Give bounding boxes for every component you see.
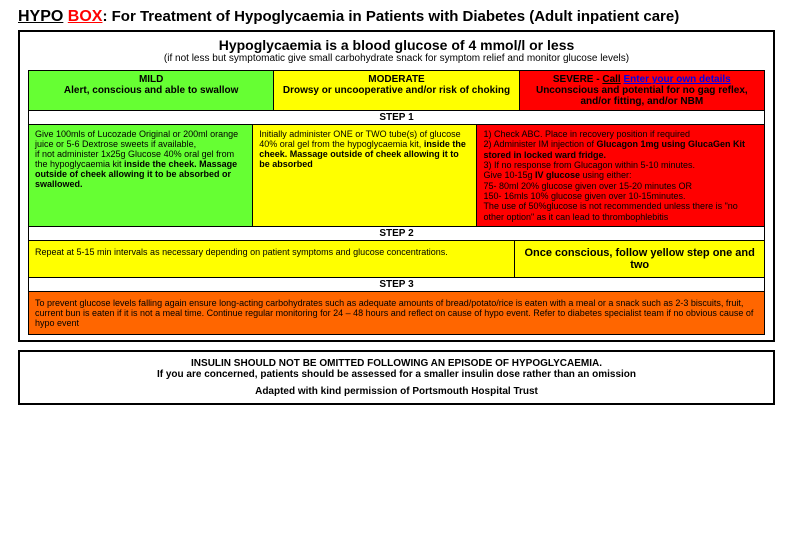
severity-severe: SEVERE - Call Enter your own details Unc… <box>520 71 764 110</box>
step3-content: To prevent glucose levels falling again … <box>28 292 765 335</box>
title-sub: : For Treatment of Hypoglycaemia in Pati… <box>102 8 679 25</box>
step1-severe: 1) Check ABC. Place in recovery position… <box>477 125 764 226</box>
footer-line2: If you are concerned, patients should be… <box>26 369 767 380</box>
severity-row: MILD Alert, conscious and able to swallo… <box>28 70 765 111</box>
severe-label: SEVERE - <box>553 74 602 85</box>
page-title: HYPO BOX: For Treatment of Hypoglycaemia… <box>18 8 775 26</box>
severe-call: Call <box>602 74 620 85</box>
footer-box: INSULIN SHOULD NOT BE OMITTED FOLLOWING … <box>18 350 775 405</box>
step1-moderate: Initially administer ONE or TWO tube(s) … <box>253 125 477 226</box>
step3-label: STEP 3 <box>28 278 765 292</box>
definition-header: Hypoglycaemia is a blood glucose of 4 mm… <box>28 37 765 64</box>
mild-desc: Alert, conscious and able to swallow <box>64 85 238 96</box>
title-box: BOX <box>68 8 103 25</box>
definition-sub: (if not less but symptomatic give small … <box>28 53 765 64</box>
moderate-label: MODERATE <box>368 74 424 85</box>
definition-main: Hypoglycaemia is a blood glucose of 4 mm… <box>28 37 765 53</box>
step1-label: STEP 1 <box>28 111 765 125</box>
step2-label: STEP 2 <box>28 227 765 241</box>
title-hypo: HYPO <box>18 8 63 25</box>
footer-line1: INSULIN SHOULD NOT BE OMITTED FOLLOWING … <box>26 358 767 369</box>
moderate-desc: Drowsy or uncooperative and/or risk of c… <box>283 85 510 96</box>
step2-right: Once conscious, follow yellow step one a… <box>515 241 764 277</box>
severity-mild: MILD Alert, conscious and able to swallo… <box>29 71 274 110</box>
footer-line3: Adapted with kind permission of Portsmou… <box>26 386 767 397</box>
step1-mild: Give 100mls of Lucozade Original or 200m… <box>29 125 253 226</box>
severe-desc: Unconscious and potential for no gag ref… <box>536 85 748 107</box>
severe-link[interactable]: Enter your own details <box>623 74 730 85</box>
severity-moderate: MODERATE Drowsy or uncooperative and/or … <box>274 71 519 110</box>
main-panel: Hypoglycaemia is a blood glucose of 4 mm… <box>18 30 775 342</box>
step1-row: Give 100mls of Lucozade Original or 200m… <box>28 125 765 227</box>
step2-row: Repeat at 5-15 min intervals as necessar… <box>28 241 765 278</box>
step2-left: Repeat at 5-15 min intervals as necessar… <box>29 241 515 277</box>
mild-label: MILD <box>139 74 163 85</box>
